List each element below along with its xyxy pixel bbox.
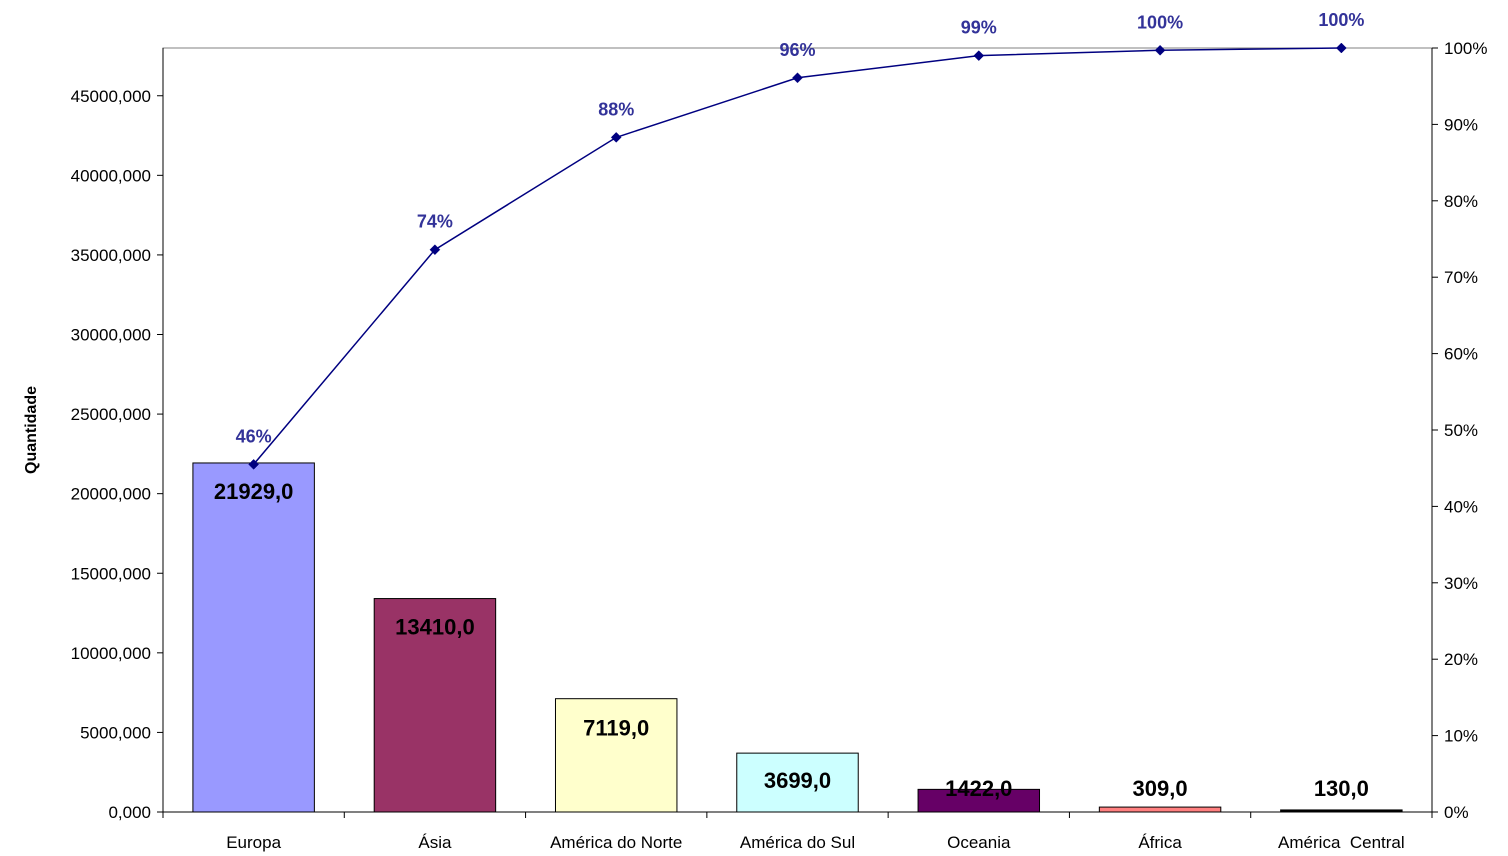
cumulative-line bbox=[253, 47, 1342, 465]
bar bbox=[1280, 809, 1403, 813]
y2-tick-label: 100% bbox=[1444, 39, 1487, 58]
cumulative-point bbox=[792, 72, 803, 84]
bar-value-label: 309,0 bbox=[1133, 776, 1188, 801]
cumulative-pct-label: 96% bbox=[779, 40, 815, 60]
x-category-label: Ásia bbox=[418, 833, 452, 852]
cumulative-pct-label: 100% bbox=[1318, 10, 1364, 30]
x-category-label: Oceania bbox=[947, 833, 1011, 852]
x-category-label: América Central bbox=[1278, 833, 1405, 852]
y-tick-label: 30000,000 bbox=[71, 326, 151, 345]
y2-tick-label: 60% bbox=[1444, 345, 1478, 364]
bar-value-label: 3699,0 bbox=[764, 768, 831, 793]
bar-value-label: 130,0 bbox=[1314, 776, 1369, 801]
cumulative-point bbox=[1154, 44, 1166, 56]
x-category-label: América do Norte bbox=[550, 833, 682, 852]
y-tick-label: 5000,000 bbox=[80, 723, 151, 742]
y-tick-label: 45000,000 bbox=[71, 87, 151, 106]
bar bbox=[373, 598, 497, 813]
cumulative-pct-label: 46% bbox=[236, 426, 272, 446]
y-axis-title: Quantidade bbox=[23, 386, 40, 474]
y-tick-label: 25000,000 bbox=[71, 405, 151, 424]
bar-value-label: 13410,0 bbox=[395, 615, 475, 640]
bar bbox=[917, 788, 1041, 813]
bar-value-label: 1422,0 bbox=[945, 776, 1012, 801]
cumulative-point bbox=[610, 132, 622, 143]
x-category-label: Europa bbox=[226, 833, 281, 852]
y2-tick-label: 20% bbox=[1444, 650, 1478, 669]
y2-tick-label: 10% bbox=[1444, 727, 1478, 746]
x-category-label: África bbox=[1138, 833, 1182, 852]
y2-tick-label: 0% bbox=[1444, 803, 1469, 822]
bar-value-label: 7119,0 bbox=[583, 716, 649, 741]
y-tick-label: 10000,000 bbox=[71, 644, 151, 663]
y-tick-label: 20000,000 bbox=[71, 485, 151, 504]
cumulative-pct-label: 99% bbox=[961, 18, 997, 38]
y-tick-label: 15000,000 bbox=[71, 564, 151, 583]
y2-tick-label: 90% bbox=[1444, 115, 1478, 134]
cumulative-pct-label: 74% bbox=[417, 212, 453, 232]
y-tick-label: 0,000 bbox=[108, 803, 151, 822]
cumulative-pct-label: 100% bbox=[1137, 12, 1183, 32]
y2-tick-label: 50% bbox=[1444, 421, 1478, 440]
bar bbox=[554, 698, 678, 813]
bar bbox=[736, 752, 859, 813]
y2-tick-label: 70% bbox=[1444, 268, 1478, 287]
bar-value-label: 21929,0 bbox=[214, 479, 294, 504]
cumulative-pct-label: 88% bbox=[598, 99, 634, 119]
y2-tick-label: 80% bbox=[1444, 192, 1478, 211]
y2-tick-label: 30% bbox=[1444, 574, 1478, 593]
cumulative-point bbox=[1336, 42, 1347, 54]
cumulative-point bbox=[973, 50, 985, 61]
bar bbox=[1098, 806, 1222, 813]
cumulative-point bbox=[248, 459, 259, 470]
y2-tick-label: 40% bbox=[1444, 497, 1478, 516]
y-tick-label: 35000,000 bbox=[71, 246, 151, 265]
bar bbox=[192, 462, 315, 813]
y-tick-label: 40000,000 bbox=[71, 166, 151, 185]
plot-area bbox=[162, 47, 1433, 813]
cumulative-point bbox=[429, 244, 441, 256]
x-category-label: América do Sul bbox=[740, 833, 855, 852]
